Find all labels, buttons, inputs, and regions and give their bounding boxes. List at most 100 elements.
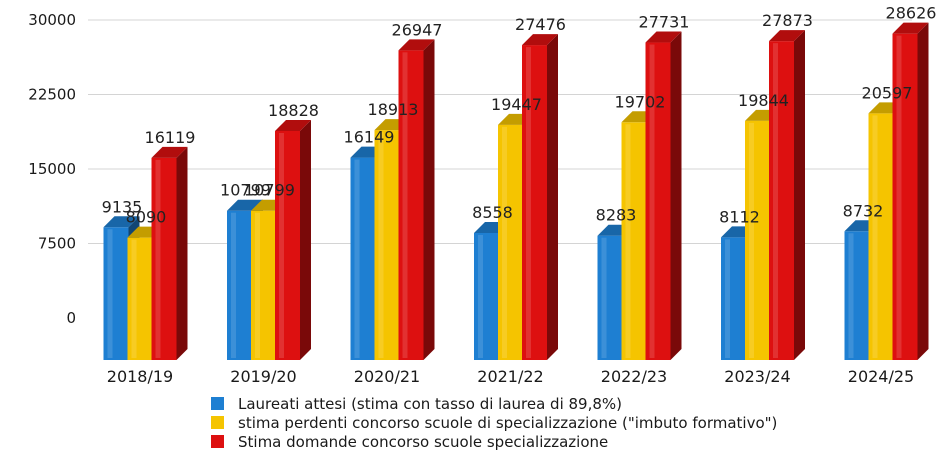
y-tick-label: 7500 — [38, 235, 76, 253]
x-category-label: 2020/21 — [354, 367, 420, 386]
bar-highlight — [649, 44, 655, 359]
bar-front — [597, 235, 623, 360]
y-axis: 0 7500 15000 22500 30000 — [28, 11, 76, 327]
data-label: 16119 — [145, 128, 196, 147]
legend-item-laureati: Laureati attesi (stima con tasso di laur… — [211, 394, 777, 413]
bar-top — [275, 119, 311, 131]
bar-front — [745, 120, 770, 360]
bar-front — [350, 157, 376, 360]
x-axis: 2018/19 2019/20 2020/21 2021/22 2022/23 2023/… — [107, 367, 914, 386]
data-label: 18828 — [268, 101, 319, 120]
bar-highlight — [725, 239, 730, 358]
bar-front — [103, 227, 129, 360]
bar-3-2021-22 — [522, 34, 558, 361]
y-tick-label: 22500 — [28, 86, 76, 104]
bar-highlight — [773, 43, 778, 358]
bar-front — [721, 237, 746, 360]
bar-front — [522, 45, 547, 361]
data-label: 8732 — [843, 201, 884, 220]
bar-side — [547, 34, 558, 361]
bars — [103, 22, 929, 361]
bar-front — [374, 130, 400, 360]
bar-3-2019-20 — [275, 119, 311, 361]
bar-side — [176, 146, 188, 360]
x-category-label: 2024/25 — [848, 367, 914, 386]
bar-side — [917, 22, 929, 360]
bar-top — [522, 34, 558, 46]
bar-front — [398, 50, 424, 360]
bar-highlight — [625, 124, 631, 359]
bar-front — [151, 157, 177, 360]
bar-highlight — [231, 212, 236, 358]
legend-label: Stima domande concorso scuole specializz… — [238, 432, 609, 451]
data-label: 8090 — [126, 208, 167, 227]
bar-highlight — [107, 229, 113, 358]
bar-highlight — [255, 212, 260, 358]
bar-highlight — [279, 132, 284, 358]
bar-side — [794, 30, 805, 360]
bar-highlight — [354, 159, 360, 358]
x-category-label: 2023/24 — [724, 367, 790, 386]
bar-highlight — [402, 52, 408, 358]
bar-front — [275, 130, 300, 360]
legend-swatch — [211, 397, 224, 410]
bar-highlight — [131, 239, 137, 358]
data-label: 28626 — [886, 4, 937, 23]
legend-swatch — [211, 416, 224, 429]
y-tick-label: 15000 — [28, 160, 76, 178]
bar-front — [498, 124, 523, 360]
bar-highlight — [896, 35, 902, 358]
bar-top — [892, 22, 929, 34]
data-label: 8558 — [472, 203, 513, 222]
y-tick-label: 0 — [66, 309, 76, 327]
bar-side — [670, 31, 682, 361]
data-label: 10799 — [244, 181, 295, 200]
data-label: 18913 — [368, 100, 419, 119]
bar-front — [844, 231, 870, 360]
bar-highlight — [872, 115, 878, 358]
x-category-label: 2021/22 — [477, 367, 543, 386]
bar-3-2018-19 — [151, 146, 188, 360]
bar-top — [151, 146, 188, 158]
bar-front — [769, 41, 794, 360]
bar-3-2020-21 — [398, 39, 435, 360]
data-label: 27731 — [639, 13, 690, 32]
bar-front — [227, 210, 252, 360]
data-label: 8112 — [719, 207, 760, 226]
data-label: 19447 — [491, 95, 542, 114]
bar-3-2023-24 — [769, 30, 805, 360]
data-label: 9135 — [102, 197, 143, 216]
data-label: 19702 — [615, 92, 666, 111]
legend-label: stima perdenti concorso scuole di specia… — [238, 413, 778, 432]
data-label: 27476 — [515, 15, 566, 34]
bar-highlight — [378, 132, 384, 358]
data-label: 26947 — [392, 20, 443, 39]
bar-side — [423, 39, 435, 360]
bar-top — [103, 216, 140, 228]
data-label: 8283 — [596, 206, 637, 225]
legend-item-domande: Stima domande concorso scuole specializz… — [211, 432, 777, 451]
x-category-label: 2022/23 — [601, 367, 667, 386]
legend-label: Laureati attesi (stima con tasso di laur… — [238, 394, 623, 413]
bar-front — [127, 237, 153, 360]
y-tick-label: 30000 — [28, 11, 76, 29]
x-category-label: 2018/19 — [107, 367, 173, 386]
bar-highlight — [526, 47, 531, 359]
bar-side — [300, 119, 311, 361]
bar-highlight — [749, 122, 754, 358]
bar-front — [868, 113, 894, 360]
bar-front — [621, 122, 647, 361]
bar-highlight — [478, 234, 483, 358]
data-label: 19844 — [738, 91, 789, 110]
bar-highlight — [502, 126, 507, 358]
bar-3-2024-25 — [892, 22, 929, 360]
x-category-label: 2019/20 — [230, 367, 296, 386]
bar-front — [645, 42, 671, 361]
bar-3-2022-23 — [645, 31, 682, 361]
bar-top — [769, 30, 805, 42]
bar-highlight — [848, 233, 854, 358]
bar-front — [251, 210, 276, 360]
bar-highlight — [601, 237, 607, 358]
legend-item-perdenti: stima perdenti concorso scuole di specia… — [211, 413, 777, 432]
